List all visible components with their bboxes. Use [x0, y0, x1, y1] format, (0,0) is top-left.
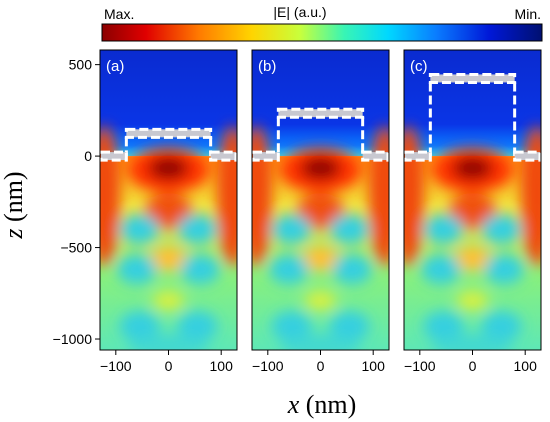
cool-lobe: [180, 254, 221, 285]
panels: (a) (b) (c): [99, 49, 542, 351]
panel-2: (b): [251, 49, 390, 351]
cool-lobe: [329, 214, 370, 245]
hotspot-core: [148, 156, 189, 181]
air-region: [404, 50, 541, 157]
top-electrode: [276, 107, 365, 119]
x-tick-label: 100: [210, 358, 234, 374]
x-tick-label: 0: [469, 358, 477, 374]
field-blobs: [100, 126, 237, 350]
cool-lobe: [268, 254, 309, 285]
top-electrode: [428, 72, 517, 84]
cool-lobe: [116, 254, 157, 285]
bottom-lobe: [128, 334, 209, 350]
y-tick-label: −500: [60, 240, 92, 256]
edge-hotspot-left: [404, 126, 424, 267]
x-tick-label: 0: [317, 358, 325, 374]
cool-lobe: [484, 254, 525, 285]
field-map: [100, 50, 237, 350]
x-tick-label: 0: [165, 358, 173, 374]
cool-lobe: [423, 214, 464, 245]
bottom-lobe: [432, 334, 513, 350]
cool-lobe: [271, 311, 312, 342]
x-axis-title: x (nm): [287, 390, 357, 419]
y-tick-label: 500: [69, 57, 93, 73]
cool-lobe: [177, 214, 218, 245]
cool-lobe: [329, 311, 370, 342]
x-tick-label: −100: [404, 358, 436, 374]
hotspot-3: [150, 246, 187, 271]
cool-lobe: [481, 214, 522, 245]
cool-lobe: [420, 254, 461, 285]
edge-hotspot-right: [217, 126, 237, 267]
panel-1: (a): [99, 49, 238, 351]
edge-hotspot-right: [369, 126, 389, 267]
cool-lobe: [271, 214, 312, 245]
y-axis-title: z (nm): [0, 171, 28, 239]
colorbar-title: |E| (a.u.): [273, 4, 326, 20]
hotspot-2: [448, 192, 497, 229]
cool-lobe: [423, 311, 464, 342]
bottom-lobe: [280, 334, 361, 350]
y-tick-label: 0: [84, 148, 92, 164]
substrate-right: [513, 150, 542, 162]
panel-label: (b): [258, 58, 276, 75]
x-tick-label: 100: [362, 358, 386, 374]
structure-outline: [251, 107, 390, 162]
x-axes: −100 0 100 −100 0 100 −100 0 100: [100, 350, 537, 374]
hotspot-2: [296, 192, 345, 229]
hotspot-2: [144, 192, 193, 229]
colorbar-gradient: [101, 23, 543, 42]
field-blobs: [252, 126, 389, 350]
cool-lobe: [119, 214, 160, 245]
hotspot-4: [456, 290, 489, 311]
hotspot-core: [452, 156, 493, 181]
cool-lobe: [332, 254, 373, 285]
y-tick-label: −1000: [53, 331, 93, 347]
colorbar: Max. |E| (a.u.) Min.: [101, 4, 543, 42]
air-region: [252, 50, 389, 157]
panel-label: (a): [106, 58, 124, 75]
substrate-right: [209, 150, 238, 162]
field-map: [404, 50, 541, 350]
y-axis: 500 0 −500 −1000: [53, 57, 100, 347]
hotspot-core: [300, 156, 341, 181]
cool-lobe: [177, 311, 218, 342]
panel-3: (c): [403, 49, 542, 351]
substrate-right: [361, 150, 390, 162]
substrate-left: [99, 150, 128, 162]
x-tick-label: −100: [252, 358, 284, 374]
x-axis-unit: (nm): [299, 390, 356, 419]
structure-outline: [403, 72, 542, 162]
x-tick-label: −100: [100, 358, 132, 374]
y-axis-var: z: [0, 228, 28, 239]
hotspot-3: [302, 246, 339, 271]
edge-hotspot-left: [252, 126, 272, 267]
field-map: [252, 50, 389, 350]
substrate-left: [403, 150, 432, 162]
hotspot-4: [152, 290, 185, 311]
colorbar-max-label: Max.: [104, 6, 134, 22]
top-electrode: [124, 127, 213, 139]
cool-lobe: [119, 311, 160, 342]
edge-hotspot-left: [100, 126, 120, 267]
y-axis-unit: (nm): [0, 171, 28, 228]
colorbar-min-label: Min.: [515, 6, 541, 22]
substrate-left: [251, 150, 280, 162]
x-axis-var: x: [287, 390, 300, 419]
x-tick-label: 100: [514, 358, 538, 374]
hotspot-4: [304, 290, 337, 311]
cool-lobe: [481, 311, 522, 342]
structure-outline: [99, 127, 238, 162]
hotspot-3: [454, 246, 491, 271]
panel-label: (c): [410, 58, 428, 75]
